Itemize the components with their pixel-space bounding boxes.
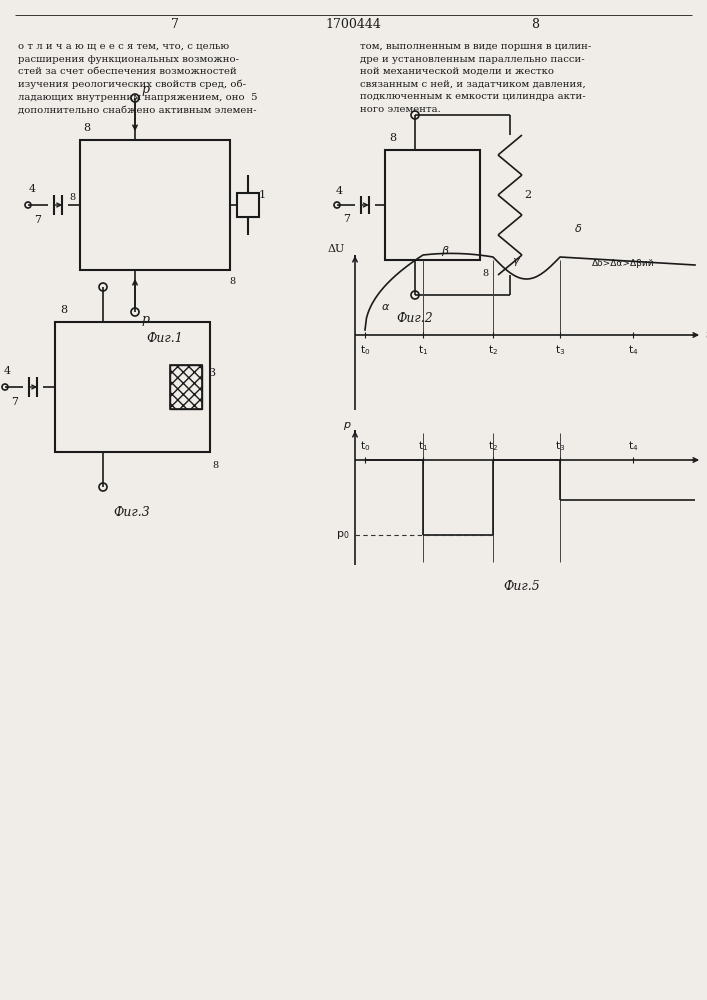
Text: о т л и ч а ю щ е е с я тем, что, с целью
расширения функциональных возможно-
ст: о т л и ч а ю щ е е с я тем, что, с цель… [18,42,257,114]
Text: t$_2$: t$_2$ [488,343,498,357]
Bar [237,193,259,217]
Bar [55,322,210,452]
Bar [80,140,230,270]
Text: 8: 8 [60,305,67,315]
Text: t$_1$: t$_1$ [418,343,428,357]
Text: t: t [706,330,707,340]
Text: t$_0$: t$_0$ [360,439,370,453]
Text: t$_4$: t$_4$ [628,439,638,453]
Text: t$_0$: t$_0$ [360,343,370,357]
Text: 7: 7 [171,18,179,31]
Text: 4: 4 [335,186,343,196]
Text: 7: 7 [344,214,351,224]
Text: t$_3$: t$_3$ [555,439,565,453]
Text: p: p [141,84,149,97]
Text: 8: 8 [83,123,90,133]
Bar [170,365,202,409]
Text: t$_4$: t$_4$ [628,343,638,357]
Text: 8: 8 [389,133,396,143]
Text: 4: 4 [28,184,35,194]
Text: 3: 3 [208,368,215,378]
Text: 7: 7 [11,397,18,407]
Text: t$_1$: t$_1$ [418,439,428,453]
Text: p: p [344,420,351,430]
Text: γ: γ [512,256,518,266]
Bar [170,365,202,409]
Bar [385,150,480,260]
Text: 8: 8 [69,192,75,202]
Text: том, выполненным в виде поршня в цилин-
дре и установленным параллельно пасси-
н: том, выполненным в виде поршня в цилин- … [360,42,591,113]
Text: t: t [706,455,707,465]
Text: 8: 8 [229,277,235,286]
Text: p: p [141,314,149,326]
Text: α: α [381,302,389,312]
Text: 8: 8 [212,462,218,471]
Text: 8: 8 [531,18,539,31]
Text: 8: 8 [482,269,488,278]
Text: t$_3$: t$_3$ [555,343,565,357]
Text: ΔU: ΔU [328,244,345,254]
Text: δ: δ [575,224,581,234]
Text: 1: 1 [259,190,266,200]
Text: t: t [706,330,707,340]
Text: t$_2$: t$_2$ [488,439,498,453]
Text: β: β [441,246,448,256]
Text: 4: 4 [4,366,11,376]
Text: Фиг.1: Фиг.1 [146,332,183,344]
Text: Фиг.3: Фиг.3 [114,506,151,518]
Text: 7: 7 [35,215,42,225]
Text: Фиг.2: Фиг.2 [397,312,433,324]
Text: p$_0$: p$_0$ [337,529,350,541]
Text: 1700444: 1700444 [325,18,381,31]
Text: Δδ>Δα>Δβий: Δδ>Δα>Δβий [592,258,655,267]
Text: Фиг.5: Фиг.5 [503,580,540,593]
Text: 2: 2 [525,190,532,200]
